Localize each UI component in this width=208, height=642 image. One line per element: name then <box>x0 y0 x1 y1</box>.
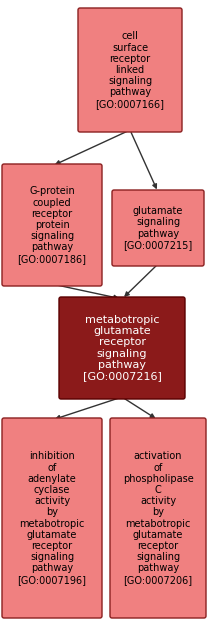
FancyBboxPatch shape <box>2 164 102 286</box>
Text: inhibition
of
adenylate
cyclase
activity
by
metabotropic
glutamate
receptor
sign: inhibition of adenylate cyclase activity… <box>17 451 87 585</box>
FancyBboxPatch shape <box>59 297 185 399</box>
FancyBboxPatch shape <box>112 190 204 266</box>
Text: activation
of
phospholipase
C
activity
by
metabotropic
glutamate
receptor
signal: activation of phospholipase C activity b… <box>123 451 193 585</box>
Text: glutamate
signaling
pathway
[GO:0007215]: glutamate signaling pathway [GO:0007215] <box>123 206 193 250</box>
FancyBboxPatch shape <box>2 418 102 618</box>
Text: G-protein
coupled
receptor
protein
signaling
pathway
[GO:0007186]: G-protein coupled receptor protein signa… <box>17 186 87 264</box>
Text: cell
surface
receptor
linked
signaling
pathway
[GO:0007166]: cell surface receptor linked signaling p… <box>95 31 165 108</box>
FancyBboxPatch shape <box>110 418 206 618</box>
Text: metabotropic
glutamate
receptor
signaling
pathway
[GO:0007216]: metabotropic glutamate receptor signalin… <box>83 315 161 381</box>
FancyBboxPatch shape <box>78 8 182 132</box>
